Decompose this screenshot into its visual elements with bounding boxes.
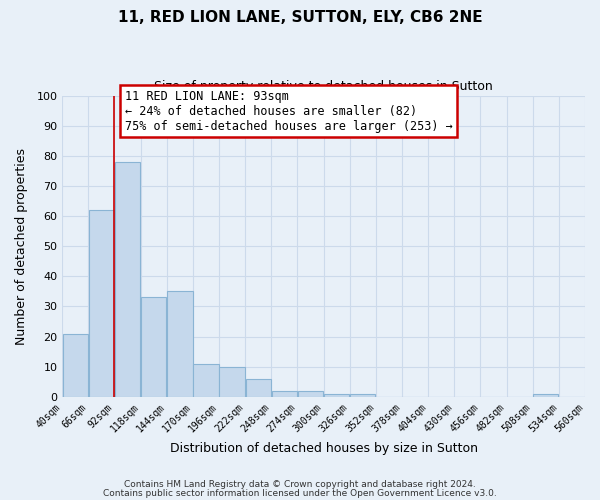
Y-axis label: Number of detached properties: Number of detached properties [15, 148, 28, 344]
Text: Contains public sector information licensed under the Open Government Licence v3: Contains public sector information licen… [103, 488, 497, 498]
X-axis label: Distribution of detached houses by size in Sutton: Distribution of detached houses by size … [170, 442, 478, 455]
Text: Contains HM Land Registry data © Crown copyright and database right 2024.: Contains HM Land Registry data © Crown c… [124, 480, 476, 489]
Bar [350, 394, 376, 397]
Bar [62, 334, 88, 397]
Bar [167, 292, 193, 397]
Bar [89, 210, 114, 397]
Bar [193, 364, 218, 397]
Bar [115, 162, 140, 397]
Bar [533, 394, 559, 397]
Bar [324, 394, 349, 397]
Title: Size of property relative to detached houses in Sutton: Size of property relative to detached ho… [154, 80, 493, 93]
Text: 11 RED LION LANE: 93sqm
← 24% of detached houses are smaller (82)
75% of semi-de: 11 RED LION LANE: 93sqm ← 24% of detache… [125, 90, 452, 132]
Bar [272, 391, 297, 397]
Bar [220, 366, 245, 397]
Text: 11, RED LION LANE, SUTTON, ELY, CB6 2NE: 11, RED LION LANE, SUTTON, ELY, CB6 2NE [118, 10, 482, 25]
Bar [298, 391, 323, 397]
Bar [245, 378, 271, 397]
Bar [141, 298, 166, 397]
